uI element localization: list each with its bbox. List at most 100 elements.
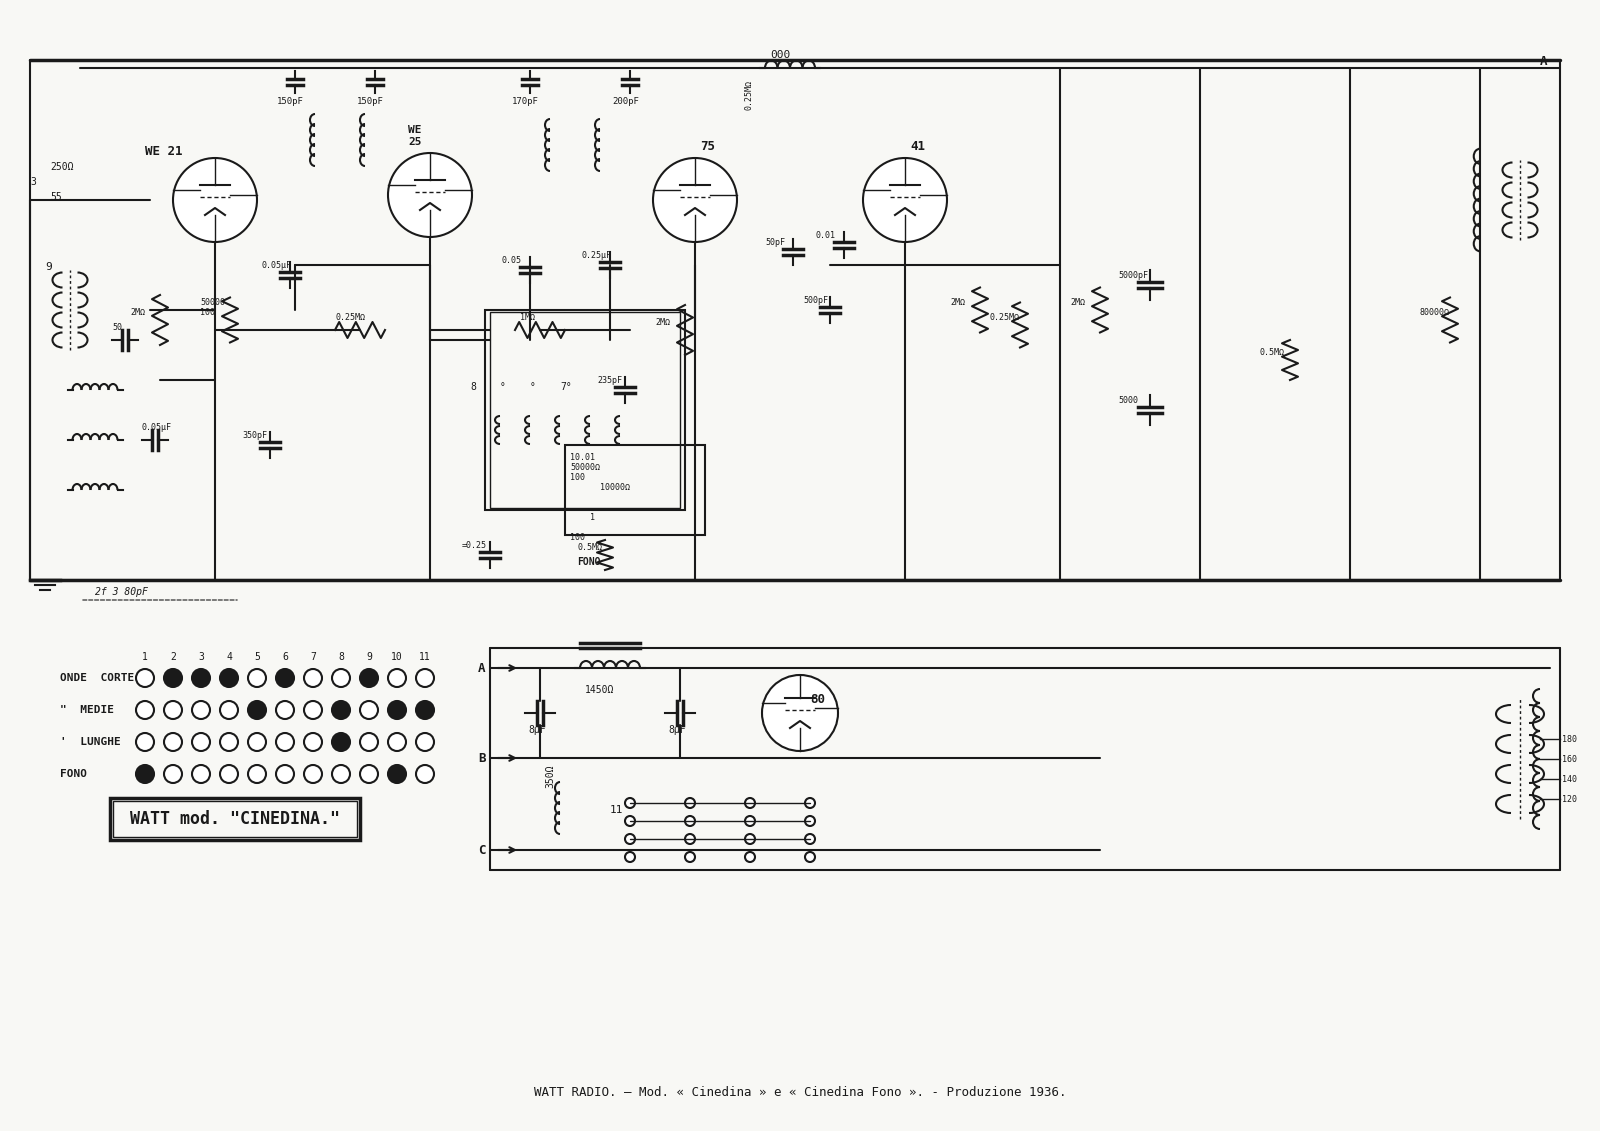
Circle shape <box>685 815 694 826</box>
Circle shape <box>136 765 154 783</box>
Circle shape <box>416 701 434 719</box>
Text: 350Ω: 350Ω <box>546 765 555 788</box>
Text: 0.05μF: 0.05μF <box>142 423 173 432</box>
Circle shape <box>762 675 838 751</box>
Text: 3: 3 <box>30 176 35 187</box>
Text: 500pF: 500pF <box>803 296 829 305</box>
Circle shape <box>192 765 210 783</box>
Text: 75: 75 <box>701 140 715 153</box>
Text: 8μF: 8μF <box>528 725 546 735</box>
Text: 10.01: 10.01 <box>570 454 595 461</box>
Circle shape <box>221 733 238 751</box>
Text: 0.25MΩ: 0.25MΩ <box>334 313 365 322</box>
Circle shape <box>805 852 814 862</box>
Circle shape <box>626 815 635 826</box>
Circle shape <box>304 701 322 719</box>
Text: 1: 1 <box>590 513 595 523</box>
Circle shape <box>304 733 322 751</box>
Circle shape <box>192 670 210 687</box>
Text: 10000Ω: 10000Ω <box>600 483 630 492</box>
Text: ONDE  CORTE: ONDE CORTE <box>61 673 134 683</box>
Circle shape <box>304 765 322 783</box>
Text: FONO: FONO <box>61 769 86 779</box>
Circle shape <box>248 733 266 751</box>
Text: 8μF: 8μF <box>669 725 686 735</box>
Bar <box>490 312 680 508</box>
Circle shape <box>360 733 378 751</box>
Bar <box>485 310 685 510</box>
Text: 0.5MΩ: 0.5MΩ <box>1261 348 1285 357</box>
Circle shape <box>387 701 406 719</box>
Text: 350pF: 350pF <box>242 431 267 440</box>
Text: 2MΩ: 2MΩ <box>654 318 670 327</box>
Circle shape <box>805 815 814 826</box>
Circle shape <box>862 158 947 242</box>
Text: 50pF: 50pF <box>765 238 786 247</box>
Text: 100: 100 <box>570 533 586 542</box>
Text: 9: 9 <box>45 262 51 271</box>
Text: 5000pF: 5000pF <box>1118 271 1149 280</box>
Text: 0.05: 0.05 <box>502 256 522 265</box>
Text: 6: 6 <box>282 651 288 662</box>
Circle shape <box>746 834 755 844</box>
Text: 50000Ω: 50000Ω <box>570 463 600 472</box>
Text: WATT RADIO. — Mod. « Cinedina » e « Cinedina Fono ». - Produzione 1936.: WATT RADIO. — Mod. « Cinedina » e « Cine… <box>534 1087 1066 1099</box>
Circle shape <box>746 815 755 826</box>
Circle shape <box>165 765 182 783</box>
Circle shape <box>333 733 350 751</box>
Bar <box>110 798 360 840</box>
Circle shape <box>387 670 406 687</box>
Circle shape <box>653 158 738 242</box>
Circle shape <box>136 701 154 719</box>
Text: 8: 8 <box>470 382 475 392</box>
Circle shape <box>277 670 294 687</box>
Text: 11: 11 <box>419 651 430 662</box>
Text: 120: 120 <box>1562 794 1578 803</box>
Text: 150pF: 150pF <box>277 97 304 106</box>
Text: 80: 80 <box>810 693 826 706</box>
Text: 50000
100: 50000 100 <box>200 297 226 317</box>
Circle shape <box>805 834 814 844</box>
Text: 2MΩ: 2MΩ <box>1070 297 1085 307</box>
Bar <box>114 801 357 837</box>
Text: 1MΩ: 1MΩ <box>520 313 534 322</box>
Text: 140: 140 <box>1562 775 1578 784</box>
Text: WE 21: WE 21 <box>146 145 182 158</box>
Text: =0.25: =0.25 <box>462 541 486 550</box>
Text: 0.5MΩ: 0.5MΩ <box>578 543 602 552</box>
Circle shape <box>387 733 406 751</box>
Circle shape <box>416 733 434 751</box>
Circle shape <box>387 765 406 783</box>
Circle shape <box>136 670 154 687</box>
Text: 8: 8 <box>338 651 344 662</box>
Text: 1: 1 <box>142 651 147 662</box>
Circle shape <box>136 733 154 751</box>
Text: WE
25: WE 25 <box>408 126 422 147</box>
Circle shape <box>360 701 378 719</box>
Circle shape <box>746 798 755 808</box>
Text: 1450Ω: 1450Ω <box>586 685 614 696</box>
Circle shape <box>165 733 182 751</box>
Text: 7°: 7° <box>560 382 571 392</box>
Circle shape <box>360 670 378 687</box>
Circle shape <box>221 765 238 783</box>
Text: A: A <box>478 662 485 674</box>
Circle shape <box>248 701 266 719</box>
Circle shape <box>277 733 294 751</box>
Circle shape <box>685 852 694 862</box>
Text: 41: 41 <box>910 140 925 153</box>
Text: 160: 160 <box>1562 754 1578 763</box>
Circle shape <box>626 852 635 862</box>
Text: 0.25MΩ: 0.25MΩ <box>990 313 1021 322</box>
Circle shape <box>746 852 755 862</box>
Text: 11: 11 <box>610 805 624 815</box>
Bar <box>565 444 706 535</box>
Circle shape <box>248 670 266 687</box>
Text: 235pF: 235pF <box>597 375 622 385</box>
Circle shape <box>805 798 814 808</box>
Text: 180: 180 <box>1562 734 1578 743</box>
Text: FONO: FONO <box>578 556 600 567</box>
Text: 2f 3 80pF: 2f 3 80pF <box>94 587 147 597</box>
Text: 000: 000 <box>770 50 790 60</box>
Circle shape <box>333 765 350 783</box>
